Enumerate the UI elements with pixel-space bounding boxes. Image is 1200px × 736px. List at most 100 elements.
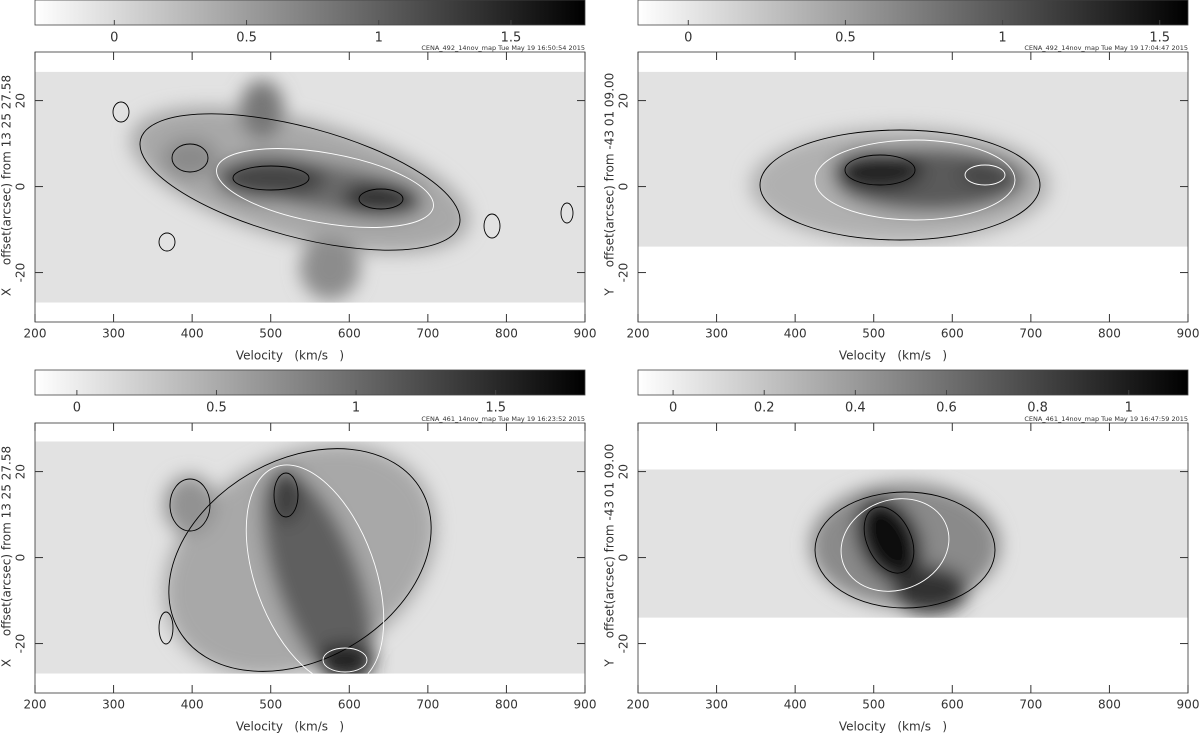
- y-tick-label: -20: [14, 634, 28, 654]
- x-axis-label: Velocity (km/s ): [839, 720, 947, 734]
- heatmap: [35, 71, 585, 303]
- colorbar-tick-label: 1: [998, 31, 1006, 46]
- colorbar-tick-label: 1: [352, 401, 360, 416]
- y-tick-label: 20: [14, 464, 28, 479]
- heatmap: [638, 71, 1188, 247]
- x-tick-label: 400: [784, 327, 807, 341]
- contour: [322, 647, 368, 673]
- x-axis-label: Velocity (km/s ): [236, 349, 344, 363]
- colorbar-tick-label: 1: [1125, 401, 1133, 416]
- emission: [300, 236, 360, 300]
- heatmap-emission: [810, 483, 1000, 614]
- colorbar-tick-label: 0.5: [835, 31, 856, 46]
- y-axis-label: offset(arcsec) from 13 25 27.58: [0, 75, 14, 265]
- emission: [855, 497, 923, 583]
- y-tick-label: -20: [617, 263, 631, 283]
- x-tick-label: 800: [495, 327, 518, 341]
- emission: [315, 644, 375, 674]
- x-tick-label: 300: [102, 327, 125, 341]
- x-tick-label: 800: [1098, 698, 1121, 712]
- colorbar: [34, 369, 586, 396]
- x-axis-label: Velocity (km/s ): [839, 349, 947, 363]
- colorbar-tick-label: 0: [73, 401, 81, 416]
- colorbar-tick-label: 0.8: [1027, 401, 1048, 416]
- x-tick-label: 300: [705, 698, 728, 712]
- emission: [959, 162, 1011, 188]
- y-tick-label: -20: [617, 634, 631, 654]
- y-tick-label: 0: [617, 183, 631, 191]
- contour: [216, 148, 434, 228]
- contour: [560, 202, 574, 224]
- colorbar-tick-label: 0: [684, 31, 692, 46]
- y-axis-coordinate: Y: [603, 659, 617, 668]
- colorbar-tick-label: 0.2: [754, 401, 775, 416]
- colorbar-tick-label: 0.6: [936, 401, 957, 416]
- colorbar: [637, 369, 1189, 396]
- contour: [483, 213, 501, 239]
- heatmap-emission: [163, 443, 437, 674]
- x-tick-label: 300: [102, 698, 125, 712]
- colorbar-tick-label: 0.5: [206, 401, 227, 416]
- x-tick-label: 400: [784, 698, 807, 712]
- contour: [232, 165, 310, 191]
- y-axis-coordinate: X: [0, 659, 14, 667]
- y-tick-label: 20: [617, 464, 631, 479]
- x-tick-label: 900: [574, 327, 597, 341]
- emission: [343, 181, 419, 217]
- x-tick-label: 400: [181, 327, 204, 341]
- x-tick-label: 700: [416, 698, 439, 712]
- colorbar: [637, 0, 1189, 26]
- caption: CENA_492_14nov_map Tue May 19 16:50:54 2…: [421, 44, 585, 52]
- x-tick-label: 500: [259, 698, 282, 712]
- caption: CENA_492_14nov_map Tue May 19 17:04:47 2…: [1024, 44, 1188, 52]
- x-tick-label: 500: [862, 327, 885, 341]
- x-tick-label: 200: [24, 327, 47, 341]
- x-tick-label: 500: [259, 327, 282, 341]
- y-tick-label: 0: [14, 183, 28, 191]
- colorbar: [34, 0, 586, 26]
- y-axis-coordinate: Y: [603, 288, 617, 297]
- x-tick-label: 900: [1177, 698, 1200, 712]
- colorbar-tick-label: 1.5: [501, 31, 522, 46]
- x-tick-label: 600: [941, 698, 964, 712]
- y-axis-label: offset(arcsec) from -43 01 09.00: [603, 444, 617, 639]
- contour: [171, 143, 209, 173]
- contour: [168, 448, 432, 672]
- x-tick-label: 900: [574, 698, 597, 712]
- emission: [216, 156, 326, 200]
- contour: [169, 478, 211, 532]
- contour: [245, 464, 385, 674]
- contour: [112, 101, 130, 123]
- heatmap: [35, 441, 585, 674]
- x-tick-label: 200: [24, 698, 47, 712]
- contour: [273, 472, 299, 518]
- y-tick-label: 20: [14, 93, 28, 108]
- contour: [844, 154, 916, 186]
- heatmap-emission: [750, 127, 1050, 243]
- colorbar-tick-label: 0.5: [236, 31, 257, 46]
- colorbar-tick-label: 1.5: [1149, 31, 1170, 46]
- contour: [814, 139, 1016, 221]
- contour: [158, 232, 176, 252]
- x-tick-label: 700: [416, 327, 439, 341]
- contour: [158, 611, 174, 645]
- heatmap: [638, 469, 1188, 618]
- contour: [814, 491, 996, 609]
- emission: [164, 475, 216, 535]
- y-axis-coordinate: X: [0, 288, 14, 296]
- contour: [863, 506, 915, 574]
- contour: [759, 129, 1041, 241]
- contour: [840, 498, 950, 592]
- heatmap-emission: [130, 80, 470, 300]
- x-tick-label: 400: [181, 698, 204, 712]
- y-tick-label: -20: [14, 263, 28, 283]
- emission: [162, 138, 218, 178]
- y-tick-label: 20: [617, 93, 631, 108]
- caption: CENA_461_14nov_map Tue May 19 16:23:52 2…: [421, 415, 585, 423]
- contour: [964, 164, 1006, 186]
- x-tick-label: 600: [338, 698, 361, 712]
- y-axis-label: offset(arcsec) from -43 01 09.00: [603, 73, 617, 268]
- x-tick-label: 500: [862, 698, 885, 712]
- x-axis-label: Velocity (km/s ): [236, 720, 344, 734]
